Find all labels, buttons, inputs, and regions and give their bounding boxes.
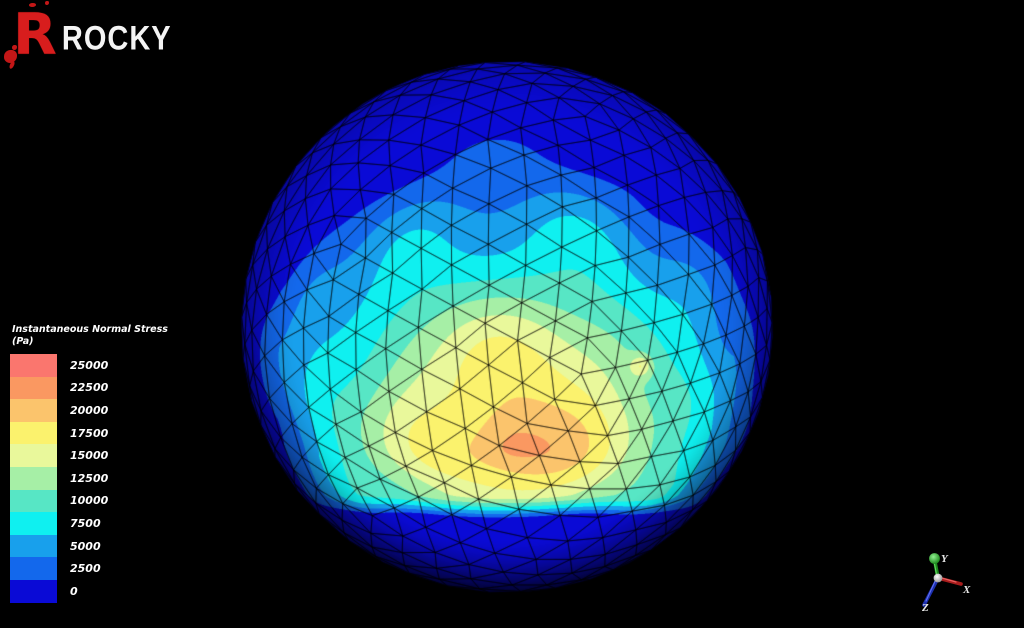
legend-band-row: 25000 — [10, 354, 168, 377]
paint-splatter-icon — [29, 3, 36, 7]
legend-band-swatch — [10, 444, 57, 467]
paint-splatter-icon — [4, 50, 17, 63]
rocky-logo-r-glyph: R — [13, 2, 57, 68]
legend-band-label: 5000 — [70, 539, 101, 553]
legend-band-row: 0 — [10, 579, 168, 603]
legend-band-row: 15000 — [10, 444, 168, 467]
legend-band-label: 0 — [70, 584, 78, 598]
legend-band-row: 10000 — [10, 489, 168, 513]
origin-ball — [933, 573, 943, 583]
legend-band-swatch — [10, 354, 57, 377]
legend-band-swatch — [10, 534, 57, 558]
legend-band-label: 7500 — [70, 516, 101, 530]
legend-band-row: 7500 — [10, 512, 168, 535]
legend-band-swatch — [10, 489, 57, 513]
legend-band-row: 2500 — [10, 557, 168, 580]
axis-z: Z — [921, 576, 940, 614]
axis-x-label: X — [962, 584, 971, 596]
legend-band-swatch — [10, 376, 57, 400]
legend-band-swatch — [10, 466, 57, 490]
legend-band-swatch — [10, 421, 57, 445]
legend-title: Instantaneous Normal Stress (Pa) — [12, 324, 168, 347]
axis-y-label: Y — [941, 553, 949, 565]
rocky-logo-r-mark: R — [4, 1, 57, 70]
axis-x: X — [936, 576, 971, 596]
orientation-triad[interactable]: Z X Y — [898, 543, 1008, 623]
axis-z-label: Z — [921, 602, 929, 614]
legend-band-row: 12500 — [10, 466, 168, 490]
legend-band-row: 5000 — [10, 534, 168, 558]
legend-band-swatch — [10, 512, 57, 535]
legend-band-label: 10000 — [70, 494, 109, 508]
legend-band-label: 22500 — [70, 381, 109, 395]
legend-band-swatch — [10, 579, 57, 603]
legend-band-row: 22500 — [10, 376, 168, 400]
legend-band-label: 17500 — [70, 426, 109, 440]
legend-band-swatch — [10, 557, 57, 580]
paint-splatter-icon — [12, 45, 17, 50]
legend-band-swatch — [10, 399, 57, 422]
legend-band-row: 20000 — [10, 399, 168, 422]
legend-band-label: 25000 — [70, 358, 109, 372]
paint-splatter-icon — [45, 1, 49, 5]
stress-legend[interactable]: Instantaneous Normal Stress (Pa) 25000 22… — [10, 324, 168, 603]
rocky-logo-text: ROCKY — [61, 20, 172, 58]
legend-band-label: 15000 — [70, 449, 109, 463]
legend-band-label: 2500 — [70, 562, 101, 576]
legend-band-label: 20000 — [70, 403, 109, 417]
legend-band-row: 17500 — [10, 421, 168, 445]
rocky-logo: R ROCKY — [4, 0, 172, 70]
legend-title-line2: (Pa) — [12, 335, 34, 347]
legend-band-label: 12500 — [70, 471, 109, 485]
y-axis-ball — [929, 553, 940, 564]
legend-bands: 25000 22500 20000 17500 15000 12500 10000 7500 5… — [10, 354, 168, 603]
legend-title-line1: Instantaneous Normal Stress — [12, 324, 168, 335]
